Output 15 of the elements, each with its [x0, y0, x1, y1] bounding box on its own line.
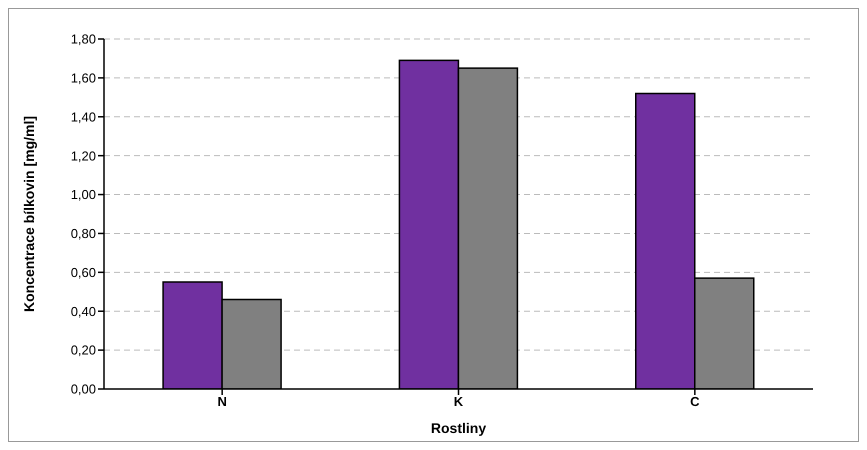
y-tick-label: 0,40 [70, 304, 96, 319]
x-tick-label: K [454, 394, 464, 410]
x-tick-label: N [217, 394, 227, 410]
x-tick-label: C [690, 394, 700, 410]
y-tick-label: 0,80 [70, 226, 96, 242]
x-axis-title: Rostliny [430, 420, 486, 436]
y-tick-label: 0,20 [70, 342, 96, 358]
y-tick-label: 1,80 [70, 32, 96, 47]
y-tick-label: 1,20 [70, 148, 96, 164]
y-tick-label: 1,40 [70, 109, 96, 124]
y-tick-label: 0,00 [70, 382, 96, 397]
y-tick-label: 0,60 [70, 264, 96, 280]
y-tick-label: 1,00 [70, 187, 96, 202]
y-axis-title: Koncentrace bílkovin [mg/ml] [20, 116, 37, 312]
y-tick-label: 1,60 [70, 70, 96, 86]
